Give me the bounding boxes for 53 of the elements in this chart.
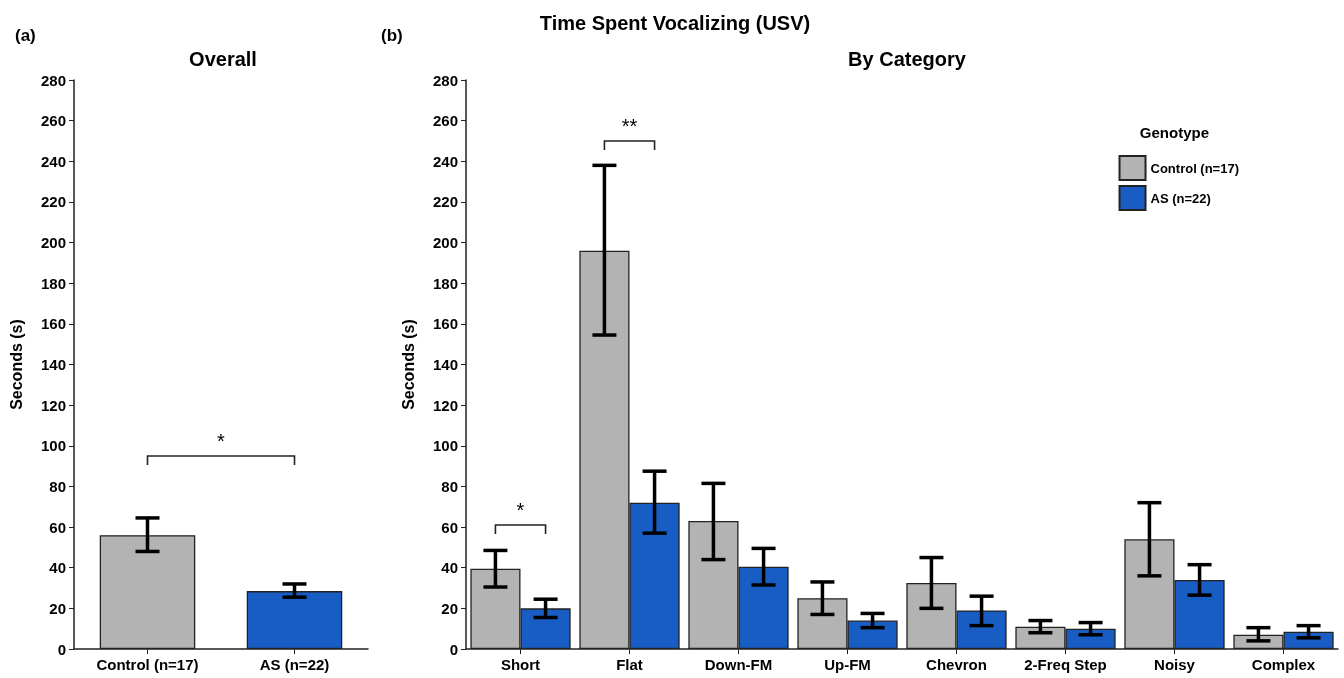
x-tick-label: 2-Freq Step (1024, 656, 1107, 673)
y-tick-label: 200 (40, 234, 66, 252)
y-tick-label: 220 (432, 193, 458, 211)
x-tick-label: Down-FM (704, 656, 773, 673)
y-axis-title: Seconds (s) (399, 319, 417, 410)
y-tick-label: 140 (40, 356, 66, 373)
y-tick-label: 0 (449, 640, 458, 658)
x-tick-label: Noisy (1154, 656, 1196, 673)
y-tick-label: 260 (40, 112, 66, 130)
y-tick-label: 100 (432, 437, 458, 455)
y-axis-title: Seconds (s) (7, 319, 25, 410)
text: (a) (15, 26, 36, 45)
y-tick-label: 40 (49, 559, 66, 577)
y-tick-label: 80 (49, 477, 66, 495)
y-tick-label: 20 (441, 599, 458, 617)
y-tick-label: 260 (432, 112, 458, 130)
text: (b) (381, 26, 403, 45)
y-tick-label: 20 (49, 599, 66, 617)
y-tick-label: 220 (40, 193, 66, 211)
x-tick-label: Up-FM (824, 656, 871, 673)
annotation: * (217, 429, 226, 452)
y-tick-label: 120 (40, 396, 66, 414)
y-tick-label: 160 (432, 315, 458, 333)
legend-title: Genotype (1139, 124, 1210, 141)
x-tick-label: Complex (1251, 656, 1316, 673)
x-tick-label: Chevron (926, 656, 987, 673)
y-tick-label: 280 (432, 71, 458, 89)
chart-title: Time Spent Vocalizing (USV) (539, 12, 811, 34)
y-tick-label: 60 (49, 518, 66, 536)
y-tick-label: 240 (40, 152, 66, 170)
y-tick-label: 180 (40, 274, 66, 292)
annotation: * (516, 499, 525, 522)
x-tick-label: AS (n=22) (259, 656, 330, 673)
legend-label: AS (n=22) (1150, 190, 1211, 206)
legend-label: Control (n=17) (1150, 160, 1240, 176)
chart-subtitle: By Category (848, 48, 967, 70)
y-tick-label: 280 (40, 71, 66, 89)
x-tick-label: Flat (616, 656, 643, 673)
y-tick-label: 60 (441, 518, 458, 536)
chart-title: Overall (189, 48, 257, 70)
y-tick-label: 120 (432, 396, 458, 414)
y-tick-label: 180 (432, 274, 458, 292)
y-tick-label: 160 (40, 315, 66, 333)
y-tick-label: 100 (40, 437, 66, 455)
annotation: ** (621, 114, 638, 137)
y-tick-label: 200 (432, 234, 458, 252)
x-tick-label: Short (500, 656, 541, 673)
x-tick-label: Control (n=17) (96, 656, 199, 673)
y-tick-label: 0 (57, 640, 66, 658)
y-tick-label: 240 (432, 152, 458, 170)
y-tick-label: 40 (441, 559, 458, 577)
y-tick-label: 140 (432, 356, 458, 373)
y-tick-label: 80 (441, 477, 458, 495)
